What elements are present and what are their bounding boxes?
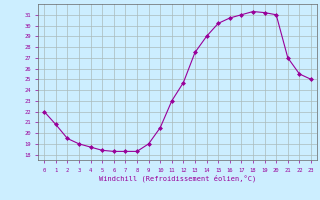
- X-axis label: Windchill (Refroidissement éolien,°C): Windchill (Refroidissement éolien,°C): [99, 174, 256, 182]
